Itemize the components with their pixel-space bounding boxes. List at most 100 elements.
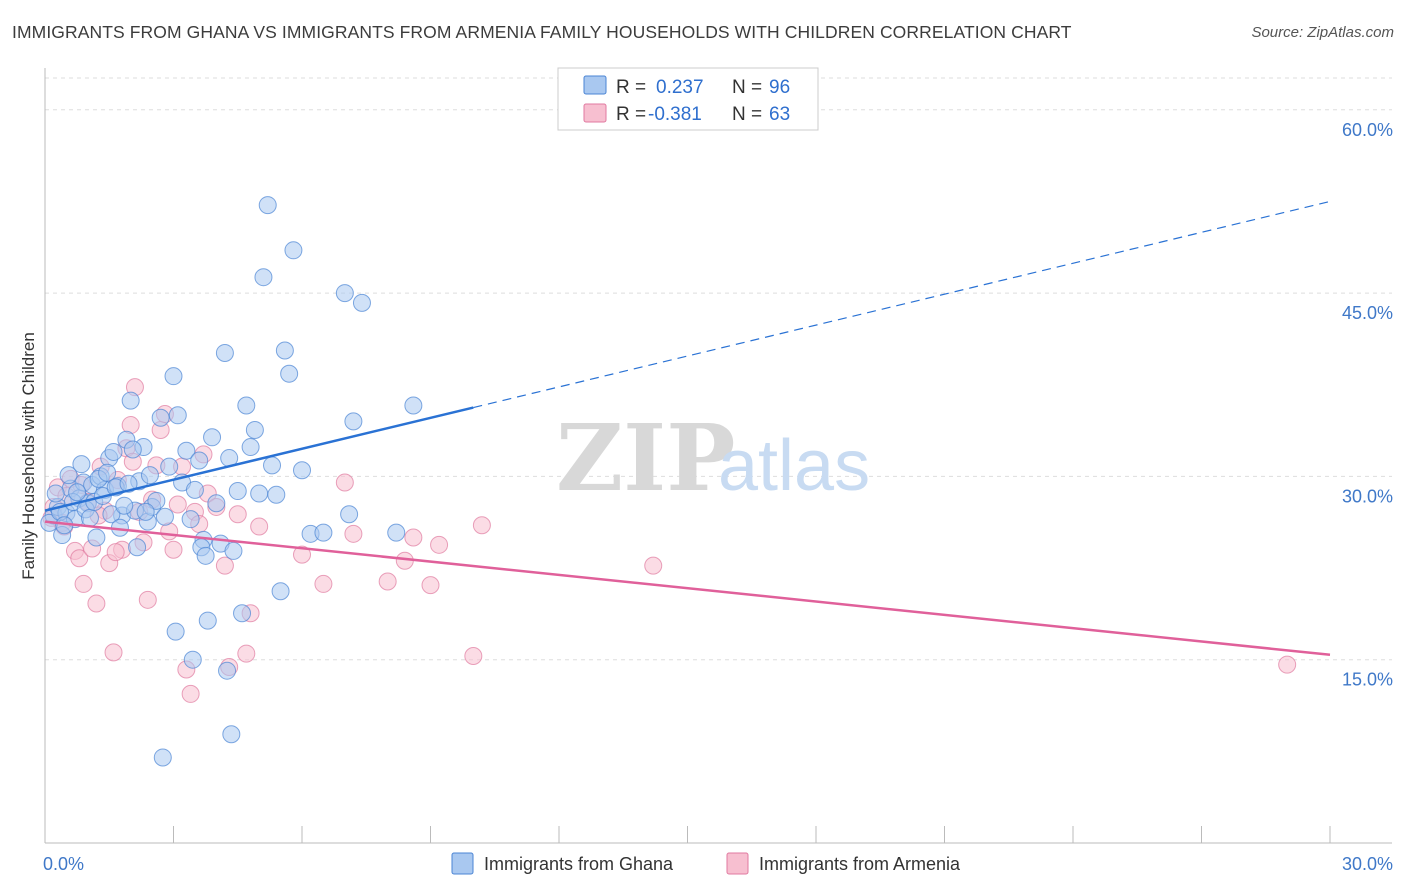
legend-n-label-armenia: N = [732, 104, 762, 125]
x-tick-label: 30.0% [1342, 854, 1393, 874]
armenia-point [228, 505, 247, 524]
armenia-point [344, 524, 363, 543]
armenia-point [104, 643, 123, 662]
ghana-point [80, 508, 99, 527]
armenia-point [250, 517, 269, 536]
watermark-atlas: atlas [718, 426, 870, 506]
ghana-point [119, 474, 138, 493]
ghana-point [258, 196, 277, 215]
ghana-point [293, 461, 311, 480]
ghana-point [267, 485, 286, 504]
ghana-point [164, 367, 183, 386]
ghana-point [104, 442, 123, 461]
ghana-point [207, 494, 226, 513]
armenia-point [421, 576, 440, 595]
bottom-legend-label-ghana: Immigrants from Ghana [484, 854, 674, 874]
axes-layer [44, 68, 1392, 844]
bottom-legend-label-armenia: Immigrants from Armenia [759, 854, 961, 874]
ghana-trend-line [44, 406, 474, 512]
ghana-point [115, 496, 134, 515]
ghana-point [190, 451, 209, 470]
armenia-point [404, 528, 423, 547]
ghana-point [166, 622, 185, 641]
ghana-point [121, 391, 140, 410]
ghana-point [387, 523, 406, 542]
y-tick-labels: 15.0% 30.0% 45.0% 60.0% [1342, 120, 1393, 690]
ghana-point [254, 268, 273, 287]
ghana-point [352, 293, 371, 312]
ghana-point [46, 484, 65, 503]
ghana-point [196, 546, 215, 565]
watermark: ZIP atlas [556, 404, 870, 512]
armenia-point [464, 647, 483, 666]
legend: R = 0.237 N = 96 R = -0.381 N = 63 [557, 67, 819, 131]
ghana-point [168, 406, 187, 425]
ghana-point [218, 661, 237, 680]
armenia-point [314, 574, 333, 593]
armenia-point [378, 572, 397, 591]
armenia-point [106, 543, 125, 562]
y-tick-label: 30.0% [1342, 486, 1393, 506]
ghana-point [155, 507, 174, 526]
trend-layer [44, 200, 1331, 657]
ghana-point [59, 466, 78, 485]
ghana-point [123, 440, 142, 459]
ghana-point [237, 396, 256, 415]
ghana-point [344, 412, 363, 431]
bottom-legend-swatch-ghana [451, 852, 474, 875]
ghana-point [222, 725, 241, 744]
ghana-point [136, 502, 155, 521]
armenia-point [70, 549, 89, 568]
ghana-point [271, 582, 290, 601]
legend-n-label-ghana: N = [732, 77, 762, 98]
armenia-point [164, 540, 183, 559]
armenia-point [74, 574, 93, 593]
armenia-point [1278, 655, 1297, 674]
ghana-point [275, 341, 294, 360]
ghana-point [284, 241, 303, 260]
ghana-point [128, 538, 147, 557]
armenia-trend-line [44, 520, 1331, 657]
ghana-point [185, 480, 204, 499]
ghana-point [140, 466, 159, 485]
y-tick-label: 15.0% [1342, 670, 1393, 690]
ghana-point [233, 604, 252, 623]
bottom-legend: Immigrants from Ghana Immigrants from Ar… [451, 852, 961, 875]
armenia-point [181, 684, 200, 703]
legend-n-value-ghana: 96 [769, 77, 790, 98]
legend-swatch-armenia [583, 103, 607, 123]
armenia-point [168, 495, 187, 514]
armenia-point [472, 516, 491, 535]
points-layer [40, 196, 1297, 767]
bottom-legend-swatch-armenia [726, 852, 749, 875]
ghana-trend-extension [473, 200, 1331, 409]
armenia-point [335, 473, 354, 492]
y-tick-label: 60.0% [1342, 120, 1393, 140]
legend-r-label-ghana: R = [616, 77, 646, 98]
x-tick-label: 0.0% [43, 854, 84, 874]
legend-swatch-ghana [583, 75, 607, 95]
ghana-point [340, 505, 359, 524]
armenia-point [237, 644, 256, 663]
ghana-point [404, 396, 423, 415]
ghana-point [228, 482, 247, 501]
ghana-point [160, 457, 179, 476]
legend-n-value-armenia: 63 [769, 104, 790, 125]
ghana-point [183, 650, 202, 669]
armenia-point [644, 556, 663, 575]
ghana-point [203, 428, 222, 447]
armenia-point [87, 594, 106, 613]
ghana-point [280, 364, 299, 383]
ghana-point [215, 343, 234, 362]
legend-r-label-armenia: R = [616, 104, 646, 125]
grid-layer [45, 77, 1392, 661]
x-tick-labels: 0.0% 30.0% [43, 854, 1393, 874]
ghana-point [72, 455, 91, 474]
armenia-point [215, 556, 234, 575]
ghana-point [87, 528, 106, 547]
ghana-point [224, 541, 243, 560]
legend-r-value-ghana: 0.237 [656, 77, 704, 98]
ghana-point [102, 505, 121, 524]
watermark-zip: ZIP [556, 404, 735, 512]
